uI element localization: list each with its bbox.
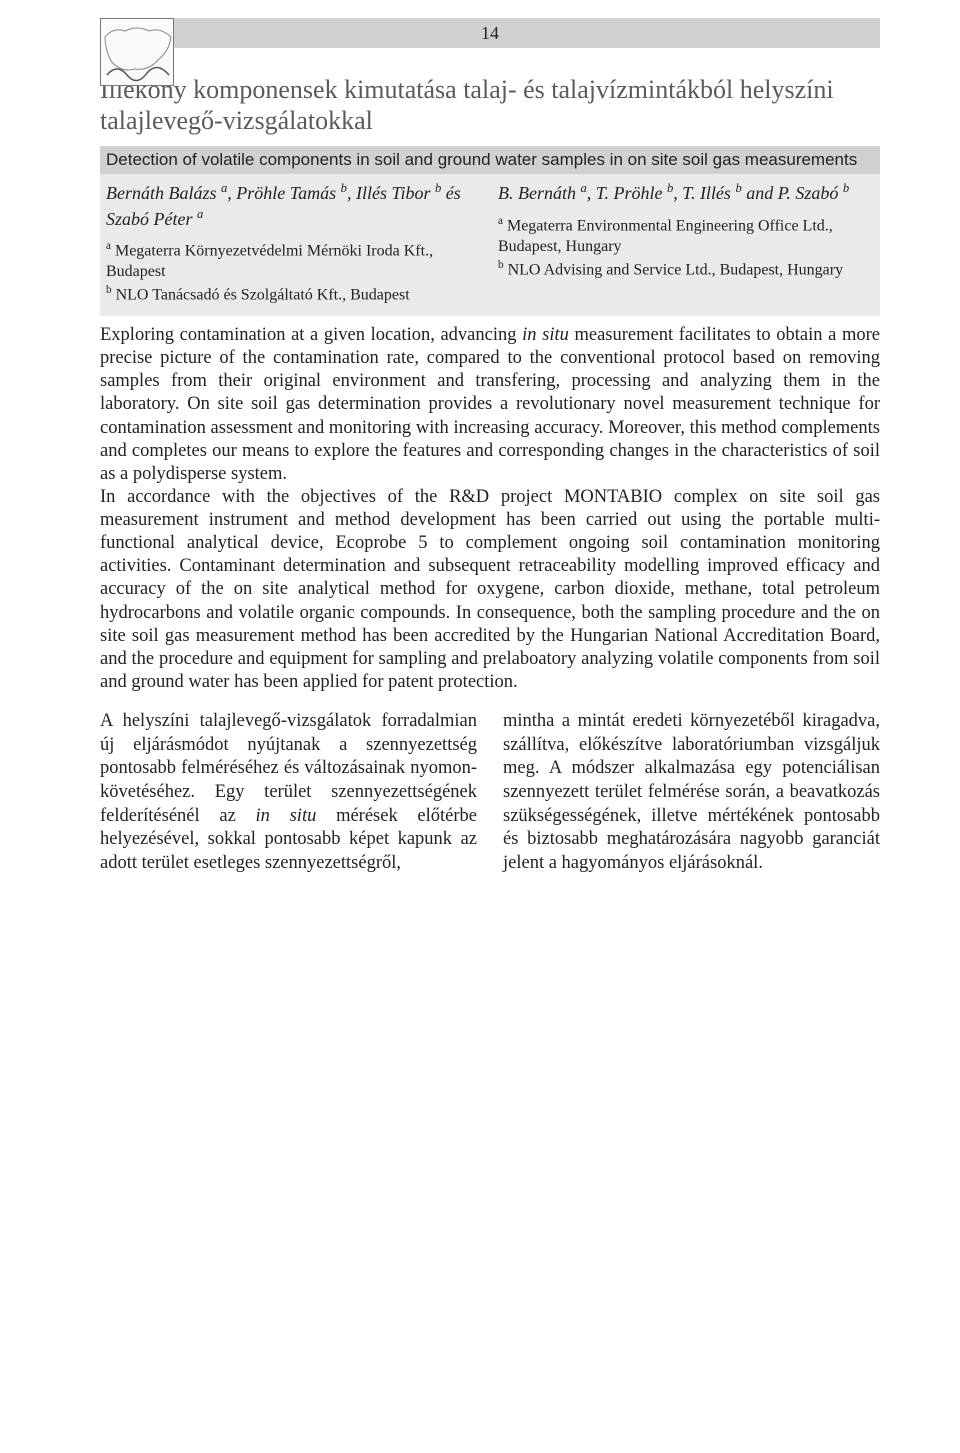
authors-column-hu: Bernáth Balázs a, Pröhle Tamás b, Illés … <box>106 180 482 306</box>
page: 14 Illékony komponensek kimutatása talaj… <box>0 0 960 916</box>
affiliations-en: a Megaterra Environmental Engineering Of… <box>498 214 874 281</box>
header-logo <box>100 18 174 86</box>
abstract-text: Exploring contamination at a given locat… <box>100 324 880 694</box>
affiliations-hu: a Megaterra Környezetvédelmi Mérnöki Iro… <box>106 239 482 306</box>
article-subtitle: Detection of volatile components in soil… <box>100 146 880 174</box>
authors-names-en: B. Bernáth a, T. Pröhle b, T. Illés b an… <box>498 180 874 205</box>
authors-column-en: B. Bernáth a, T. Pröhle b, T. Illés b an… <box>498 180 874 306</box>
body-column-left: A helyszíni talajlevegő-vizsgálatok forr… <box>100 710 477 876</box>
page-number: 14 <box>481 23 499 44</box>
authors-block: Bernáth Balázs a, Pröhle Tamás b, Illés … <box>100 174 880 316</box>
body-columns: A helyszíni talajlevegő-vizsgálatok forr… <box>100 710 880 876</box>
body-column-right: mintha a mintát eredeti környezetéből ki… <box>503 710 880 876</box>
page-number-bar: 14 <box>100 18 880 48</box>
article-title: Illékony komponensek kimutatása talaj- é… <box>100 74 880 136</box>
authors-names-hu: Bernáth Balázs a, Pröhle Tamás b, Illés … <box>106 180 482 231</box>
